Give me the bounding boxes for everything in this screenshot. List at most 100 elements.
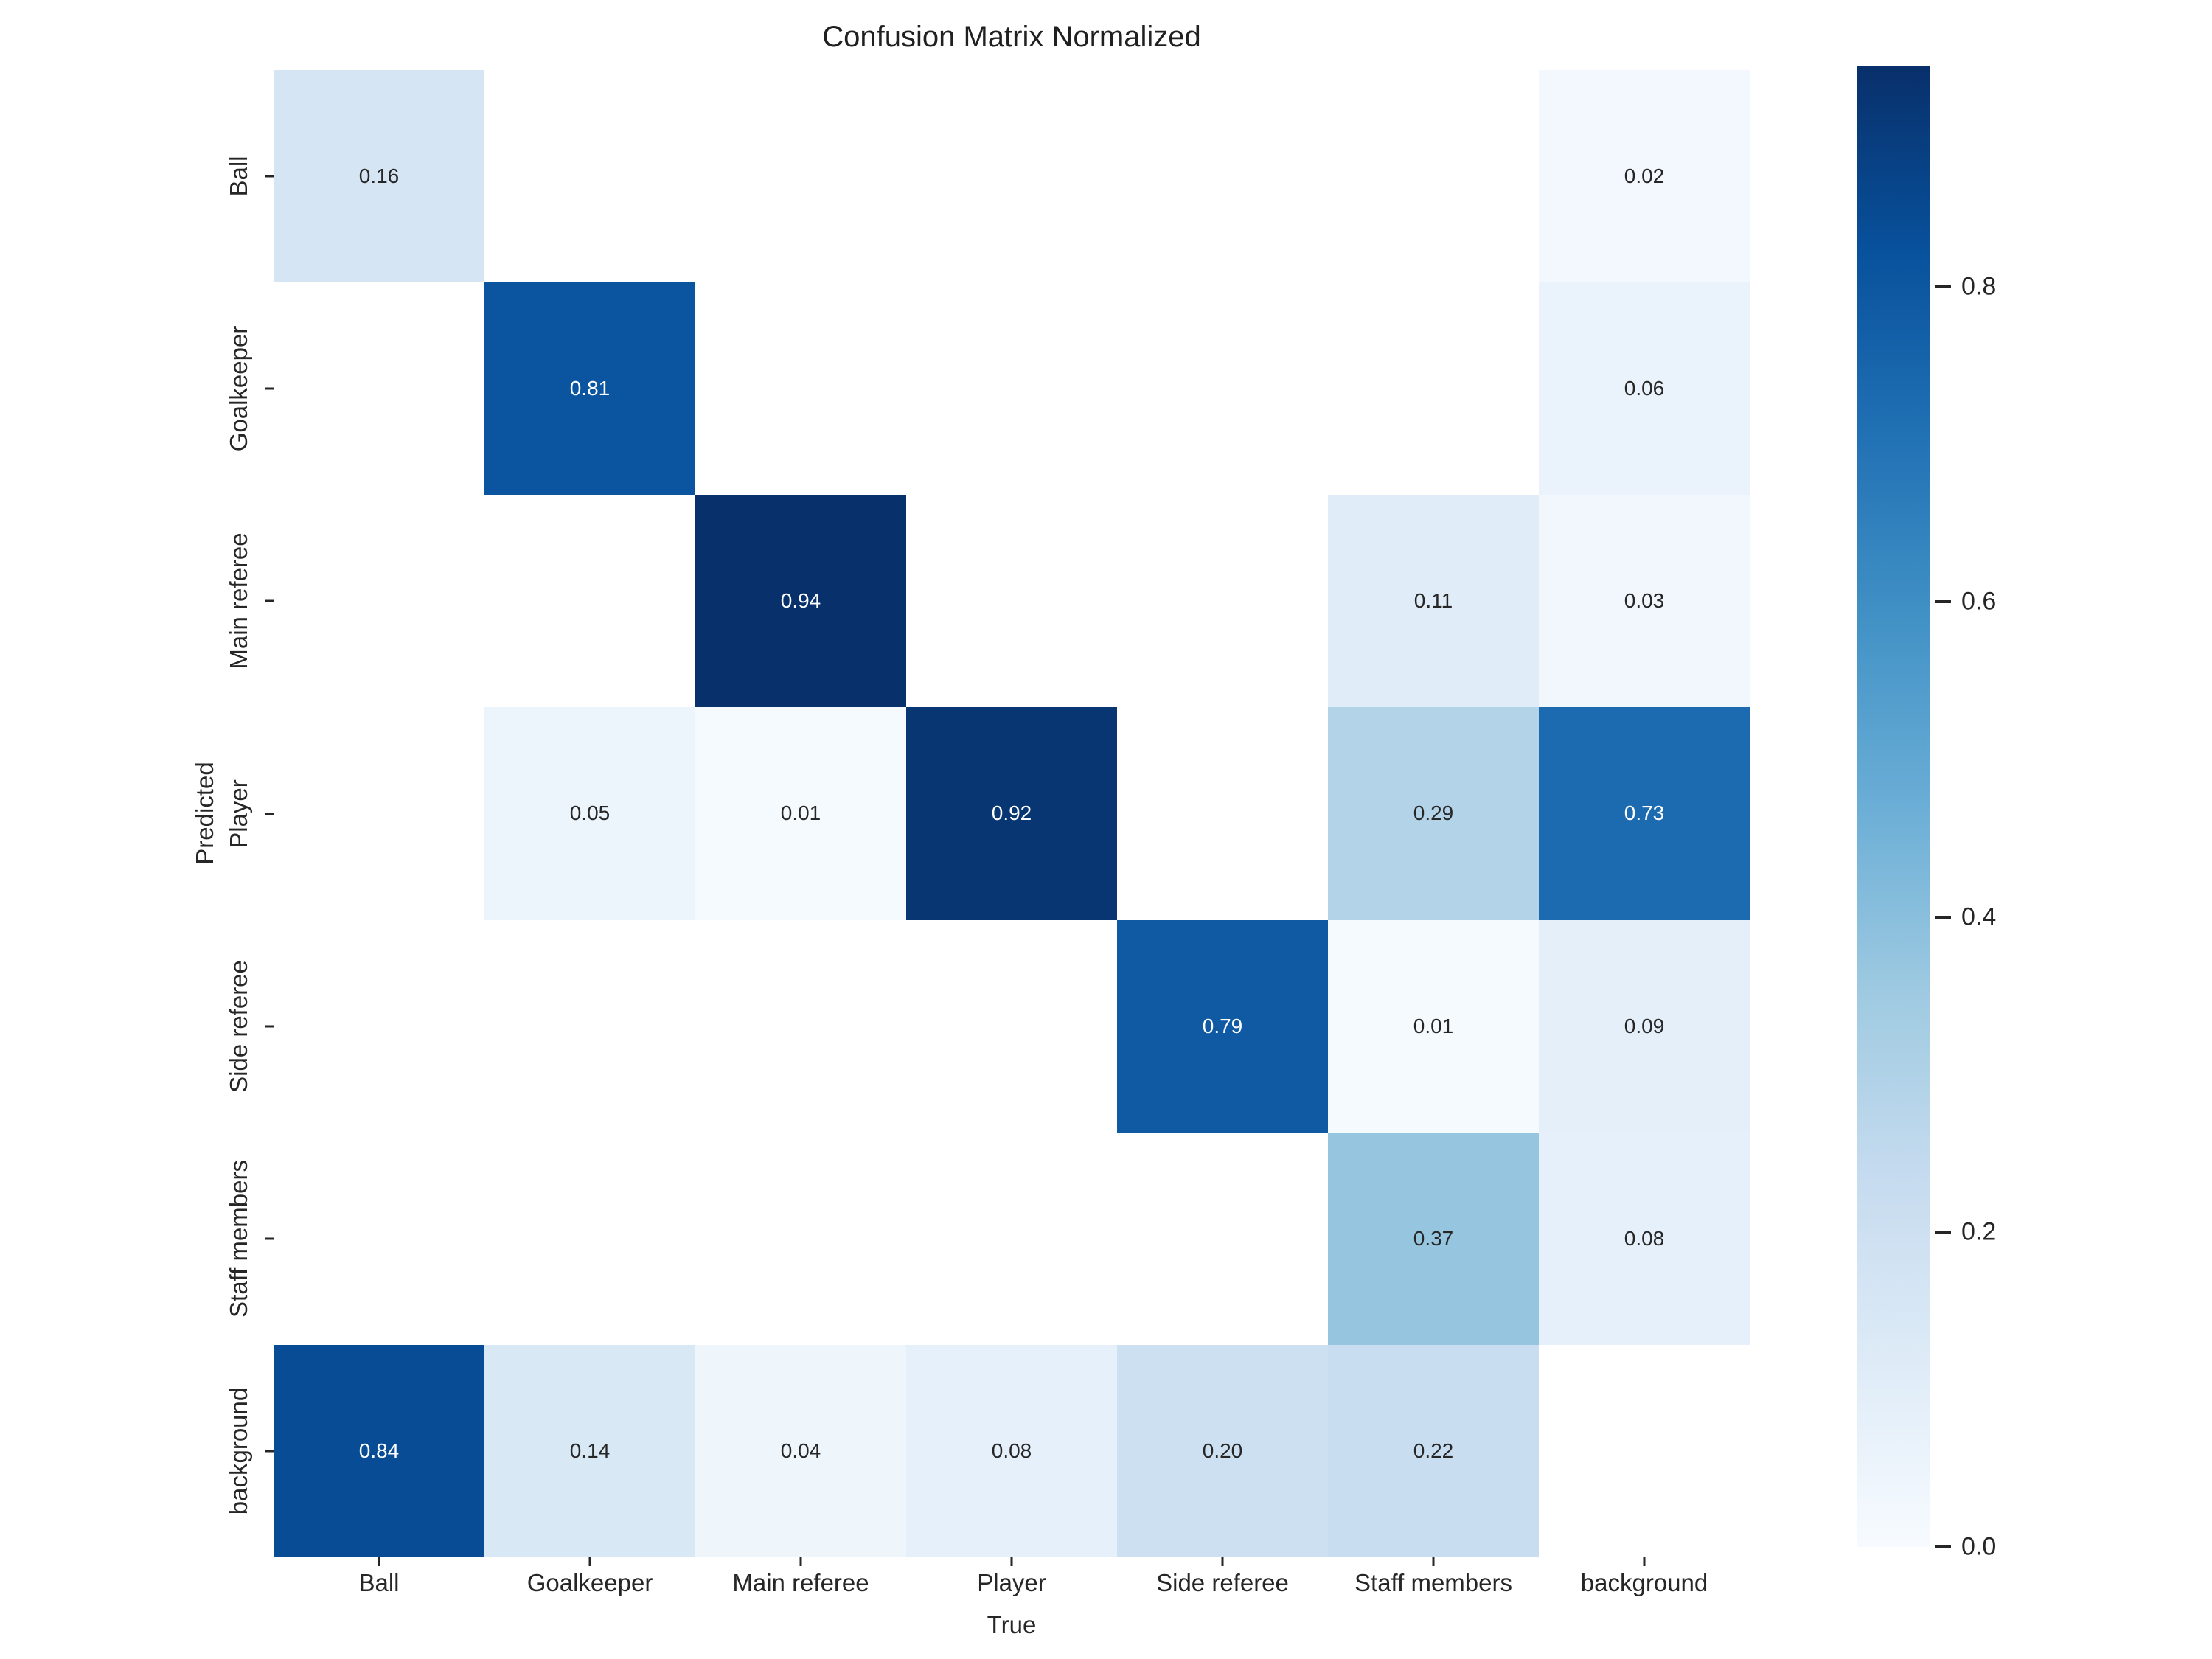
x-tick-label: Goalkeeper <box>526 1569 653 1596</box>
cell-value: 0.20 <box>1202 1439 1243 1462</box>
heatmap-cell <box>484 1132 695 1345</box>
cell-value: 0.09 <box>1624 1014 1665 1037</box>
colorbar-tick-label: 0.0 <box>1961 1532 1997 1561</box>
heatmap-cell: 0.37 <box>1328 1132 1539 1345</box>
colorbar-tick-mark <box>1935 1545 1951 1548</box>
x-tick-label: Main referee <box>732 1569 869 1596</box>
heatmap-cell <box>274 919 484 1133</box>
x-tick-label: Ball <box>358 1569 400 1596</box>
heatmap-cell: 0.16 <box>274 70 484 283</box>
cell-value: 0.01 <box>1413 1014 1454 1037</box>
colorbar-tick-label: 0.4 <box>1961 902 1997 931</box>
x-tick-mark <box>1643 1557 1646 1566</box>
x-tick-mark <box>1221 1557 1224 1566</box>
colorbar-tick-mark <box>1935 915 1951 919</box>
y-tick-label: Player <box>225 779 252 849</box>
x-tick-mark <box>799 1557 802 1566</box>
y-tick-label: Ball <box>225 156 252 197</box>
cell-value: 0.08 <box>1624 1226 1665 1250</box>
cell-value: 0.05 <box>569 801 611 825</box>
cell-value: 0.29 <box>1413 801 1454 825</box>
y-tick-label: Staff members <box>225 1159 252 1318</box>
x-tick-label: Staff members <box>1354 1569 1512 1596</box>
heatmap-cell <box>906 70 1117 283</box>
heatmap-cell: 0.05 <box>484 707 695 920</box>
heatmap-cell <box>484 495 695 708</box>
heatmap-cell <box>1117 495 1328 708</box>
cell-value: 0.84 <box>358 1439 400 1462</box>
x-tick-label: Player <box>977 1569 1046 1596</box>
cell-value: 0.22 <box>1413 1439 1454 1462</box>
x-tick-mark <box>1010 1557 1013 1566</box>
cell-value: 0.04 <box>780 1439 821 1462</box>
x-tick-label: Side referee <box>1156 1569 1289 1596</box>
heatmap-cell: 0.73 <box>1539 707 1750 920</box>
colorbar-gradient <box>1857 66 1930 1547</box>
heatmap-cell: 0.04 <box>695 1344 906 1557</box>
cell-value: 0.11 <box>1413 589 1453 613</box>
heatmap-cell: 0.01 <box>695 707 906 920</box>
y-tick-label: Goalkeeper <box>225 325 252 452</box>
heatmap-cell: 0.02 <box>1539 70 1750 283</box>
heatmap-cell <box>695 282 906 495</box>
y-tick-mark <box>265 813 274 815</box>
heatmap-cell <box>274 707 484 920</box>
cell-value: 0.81 <box>569 377 611 400</box>
heatmap-cell: 0.79 <box>1117 919 1328 1133</box>
heatmap-cell: 0.22 <box>1328 1344 1539 1557</box>
x-axis-title: True <box>987 1611 1037 1638</box>
heatmap-cell: 0.06 <box>1539 282 1750 495</box>
heatmap-cell <box>274 495 484 708</box>
cell-value: 0.06 <box>1624 377 1665 400</box>
heatmap-cell <box>906 1132 1117 1345</box>
y-tick-mark <box>265 1450 274 1453</box>
heatmap-cell: 0.08 <box>1539 1132 1750 1345</box>
heatmap-cell <box>274 1132 484 1345</box>
heatmap-cell: 0.81 <box>484 282 695 495</box>
y-tick-mark <box>265 1025 274 1028</box>
heatmap-cell <box>1117 70 1328 283</box>
heatmap-cell: 0.01 <box>1328 919 1539 1133</box>
heatmap-cell <box>484 70 695 283</box>
heatmap-cell: 0.08 <box>906 1344 1117 1557</box>
cell-value: 0.73 <box>1624 801 1665 825</box>
cell-value: 0.08 <box>991 1439 1032 1462</box>
cell-value: 0.92 <box>991 801 1032 825</box>
heatmap-cell <box>906 282 1117 495</box>
heatmap-cell: 0.03 <box>1539 495 1750 708</box>
heatmap-cell: 0.20 <box>1117 1344 1328 1557</box>
y-tick-label: Side referee <box>225 959 252 1093</box>
heatmap-cell <box>1117 282 1328 495</box>
x-tick-mark <box>1432 1557 1435 1566</box>
heatmap-cell: 0.14 <box>484 1344 695 1557</box>
heatmap-cell <box>695 70 906 283</box>
colorbar-tick-mark <box>1935 1230 1951 1234</box>
colorbar-tick-label: 0.2 <box>1961 1217 1997 1246</box>
cell-value: 0.94 <box>780 589 821 613</box>
x-tick-mark <box>588 1557 591 1566</box>
heatmap-cell <box>1328 70 1539 283</box>
x-tick-mark <box>378 1557 380 1566</box>
heatmap-cell: 0.92 <box>906 707 1117 920</box>
heatmap-cell <box>274 282 484 495</box>
colorbar-tick-mark <box>1935 600 1951 604</box>
chart-title: Confusion Matrix Normalized <box>822 21 1201 53</box>
colorbar-tick-mark <box>1935 285 1951 289</box>
cell-value: 0.37 <box>1413 1226 1454 1250</box>
heatmap-cell <box>695 919 906 1133</box>
heatmap-grid: 0.16 0.02 0.81 0.06 0.94 0.11 0.03 0.05 0.01 0.92… <box>274 70 1750 1557</box>
heatmap-cell <box>1117 707 1328 920</box>
heatmap-cell <box>484 919 695 1133</box>
y-axis-title-text: Predicted <box>191 762 218 865</box>
cell-value: 0.79 <box>1202 1014 1243 1037</box>
heatmap-cell: 0.11 <box>1328 495 1539 708</box>
heatmap-cell <box>1539 1344 1750 1557</box>
colorbar-tick-label: 0.8 <box>1961 272 1997 301</box>
heatmap-cell <box>906 919 1117 1133</box>
y-tick-mark <box>265 1237 274 1240</box>
heatmap-cell <box>1117 1132 1328 1345</box>
cell-value: 0.01 <box>780 801 821 825</box>
heatmap-cell: 0.94 <box>695 495 906 708</box>
heatmap-cell <box>906 495 1117 708</box>
